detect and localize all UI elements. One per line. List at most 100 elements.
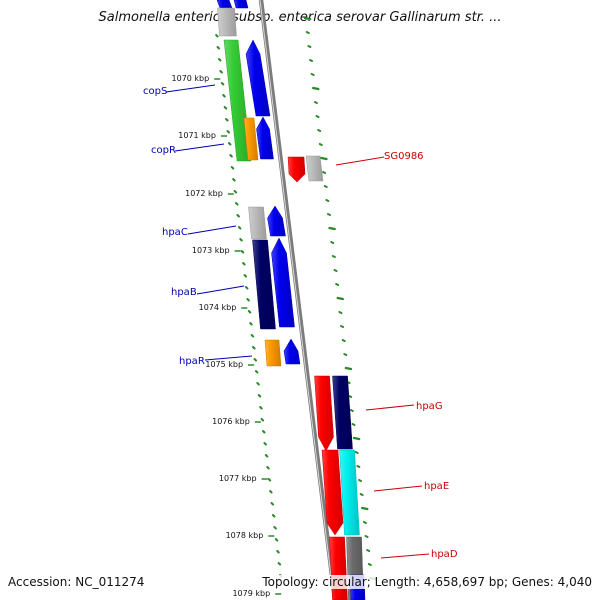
outer-ruler-mark — [348, 395, 353, 398]
gene-labels: copS copR SG0986 hpaC hpaB hpaR hpaG hpaE hpaD — [143, 84, 458, 560]
top-blue-fragment-right[interactable] — [233, 0, 249, 9]
copR-label[interactable]: copR — [151, 145, 176, 156]
inner-ruler-dot — [230, 166, 235, 170]
hpaC-label[interactable]: hpaC — [162, 227, 188, 238]
outer-ruler — [303, 16, 377, 581]
hpaB-label[interactable]: hpaB — [171, 287, 197, 298]
inner-ruler-dot — [252, 346, 256, 350]
outer-ruler-mark — [312, 86, 320, 91]
inner-ruler: 1070 kbp 1071 kbp 1072 kbp 1073 kbp 1074 kbp… — [172, 34, 283, 598]
hpaR-gene[interactable] — [283, 338, 301, 365]
inner-ruler-dot — [220, 82, 225, 86]
hpaG-label[interactable]: hpaG — [416, 401, 443, 412]
inner-ruler-dot — [216, 46, 221, 50]
genome-summary-text: Topology: circular; Length: 4,658,697 bp… — [260, 575, 594, 589]
SG0986-callout-line — [335, 156, 385, 166]
inner-ruler-dot — [276, 550, 280, 554]
outer-ruler-mark — [320, 156, 328, 161]
inner-ruler-dot — [242, 262, 246, 266]
inner-ruler-dot — [250, 334, 255, 338]
copR-blue-gene[interactable] — [256, 116, 274, 160]
inner-ruler-dot — [264, 454, 269, 458]
outer-ruler-mark — [341, 339, 346, 342]
hpaD-callout-line — [380, 553, 430, 559]
hpaB-gene[interactable] — [271, 237, 295, 328]
hpaB-navy-gene[interactable] — [252, 239, 276, 330]
outer-ruler-mark — [359, 493, 364, 496]
hpaE-callout-line — [373, 485, 423, 492]
SG0986-gene[interactable] — [287, 156, 306, 183]
ruler-tick-label: 1078 kbp — [226, 531, 264, 540]
inner-ruler-dot — [215, 34, 219, 38]
inner-ruler-dot — [229, 154, 233, 158]
outer-ruler-mark — [318, 143, 323, 146]
hpaD-label[interactable]: hpaD — [431, 549, 458, 560]
outer-ruler-mark — [331, 255, 336, 258]
outer-ruler-mark — [305, 31, 310, 34]
inner-ruler-dot — [239, 238, 243, 242]
copS-label[interactable]: copS — [143, 86, 167, 97]
inner-ruler-dot — [235, 202, 239, 206]
hpaE-label[interactable]: hpaE — [424, 481, 449, 492]
outer-ruler-mark — [352, 436, 361, 441]
inner-ruler-dot — [273, 526, 277, 530]
copR-orange-gene[interactable] — [243, 117, 259, 161]
hpaC-gene[interactable] — [267, 205, 286, 237]
outer-ruler-mark — [349, 409, 354, 412]
inner-ruler-dot — [271, 514, 276, 518]
hpaR-orange-gene[interactable] — [264, 339, 282, 367]
copS-partner-gene[interactable] — [245, 39, 271, 117]
inner-ruler-dot — [277, 562, 282, 566]
hpaG-navy-gene[interactable] — [332, 375, 353, 450]
copS-callout-line — [165, 84, 216, 93]
ruler-tick-label: 1076 kbp — [212, 417, 250, 426]
inner-ruler-dot — [249, 322, 253, 326]
inner-ruler-dot — [236, 214, 240, 218]
inner-ruler-dot — [223, 106, 228, 110]
outer-ruler-mark — [315, 115, 320, 118]
ruler-tick-label: 1079 kbp — [232, 589, 270, 598]
inner-ruler-dot — [232, 178, 236, 182]
SG0986-gray-gene[interactable] — [305, 155, 324, 182]
outer-ruler-mark — [313, 101, 318, 104]
ruler-tick-label: 1077 kbp — [219, 474, 257, 483]
top-gray-fragment[interactable] — [217, 7, 237, 37]
inner-ruler-dot — [270, 502, 275, 506]
inner-ruler-dot — [274, 538, 279, 542]
hpaR-callout-line — [204, 355, 253, 361]
inner-ruler-dot — [259, 406, 263, 410]
outer-ruler-mark — [307, 45, 312, 48]
SG0986-label[interactable]: SG0986 — [384, 151, 424, 162]
hpaR-label[interactable]: hpaR — [179, 356, 205, 367]
inner-ruler-dot — [225, 118, 229, 122]
outer-ruler-mark — [330, 241, 335, 244]
inner-ruler-dot — [257, 394, 262, 398]
hpaG-callout-line — [365, 404, 415, 411]
outer-ruler-mark — [323, 185, 328, 188]
outer-ruler-mark — [338, 311, 343, 314]
inner-ruler-dot — [233, 190, 238, 194]
hpaE-red-gene[interactable] — [321, 449, 344, 536]
map-root: 1070 kbp 1071 kbp 1072 kbp 1073 kbp 1074 kbp… — [143, 0, 458, 600]
top-blue-fragment-left[interactable] — [216, 0, 233, 9]
hpaG-red-gene[interactable] — [314, 375, 334, 452]
outer-ruler-mark — [344, 366, 353, 371]
inner-ruler-dot — [267, 478, 272, 482]
inner-ruler-dot — [217, 58, 222, 62]
inner-ruler-dot — [237, 226, 242, 230]
inner-ruler-dot — [266, 466, 270, 470]
inner-ruler-dot — [263, 442, 267, 446]
hpaD-red-gene[interactable] — [329, 536, 348, 600]
copR-callout-line — [174, 143, 225, 152]
copS-gene[interactable] — [223, 39, 252, 162]
hpaE-cyan-gene[interactable] — [339, 449, 360, 536]
outer-ruler-mark — [351, 423, 356, 426]
ruler-tick-label: 1070 kbp — [172, 74, 210, 83]
outer-ruler-mark — [358, 479, 362, 482]
outer-ruler-mark — [322, 171, 327, 174]
hpaB-callout-line — [196, 285, 245, 295]
inner-ruler-dot — [244, 286, 249, 290]
genome-backbone-highlight — [259, 0, 335, 600]
hpaC-gray-gene[interactable] — [248, 206, 267, 240]
